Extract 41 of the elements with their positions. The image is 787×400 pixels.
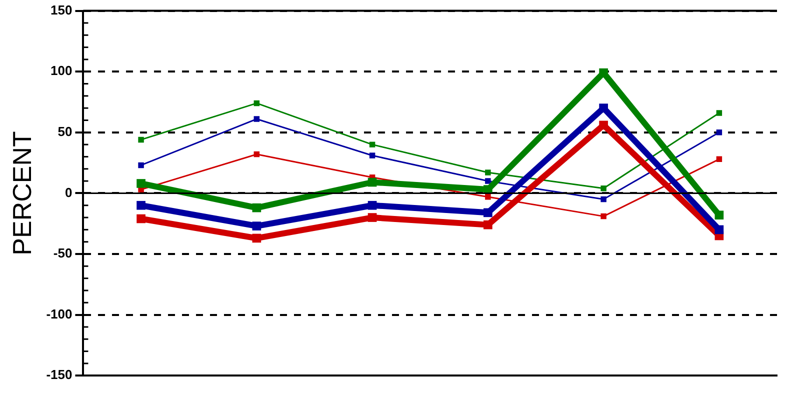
point xyxy=(600,196,606,202)
point xyxy=(252,222,262,230)
point xyxy=(368,200,377,210)
y-tick-label: -150 xyxy=(46,367,72,382)
point xyxy=(714,210,724,220)
point xyxy=(136,200,146,210)
y-tick-label: -50 xyxy=(53,246,72,261)
point xyxy=(252,234,262,243)
point xyxy=(714,225,724,234)
y-tick-label: 0 xyxy=(64,184,72,200)
point xyxy=(254,100,260,106)
y-tick-label: 150 xyxy=(50,2,72,18)
point xyxy=(368,178,377,187)
point xyxy=(369,142,376,148)
point xyxy=(599,104,608,112)
point xyxy=(136,179,146,188)
y-tick-label: 100 xyxy=(50,63,72,78)
point xyxy=(252,203,262,212)
point xyxy=(600,185,606,192)
point xyxy=(716,110,722,116)
point xyxy=(254,151,260,158)
y-tick-label: 50 xyxy=(58,124,72,139)
point xyxy=(484,220,492,230)
point xyxy=(138,136,144,143)
point xyxy=(138,162,144,168)
point xyxy=(716,156,722,162)
y-axis-title: PERCENT xyxy=(6,130,37,256)
point xyxy=(600,213,606,220)
point xyxy=(254,116,260,122)
point xyxy=(485,170,491,176)
point xyxy=(368,213,377,222)
point xyxy=(484,208,492,218)
point xyxy=(369,152,376,158)
point xyxy=(599,120,608,130)
point xyxy=(599,68,608,78)
y-tick-label: -100 xyxy=(46,306,72,322)
point xyxy=(485,178,491,184)
point xyxy=(714,231,724,240)
point xyxy=(485,194,491,200)
point xyxy=(136,214,146,224)
point xyxy=(716,130,722,136)
